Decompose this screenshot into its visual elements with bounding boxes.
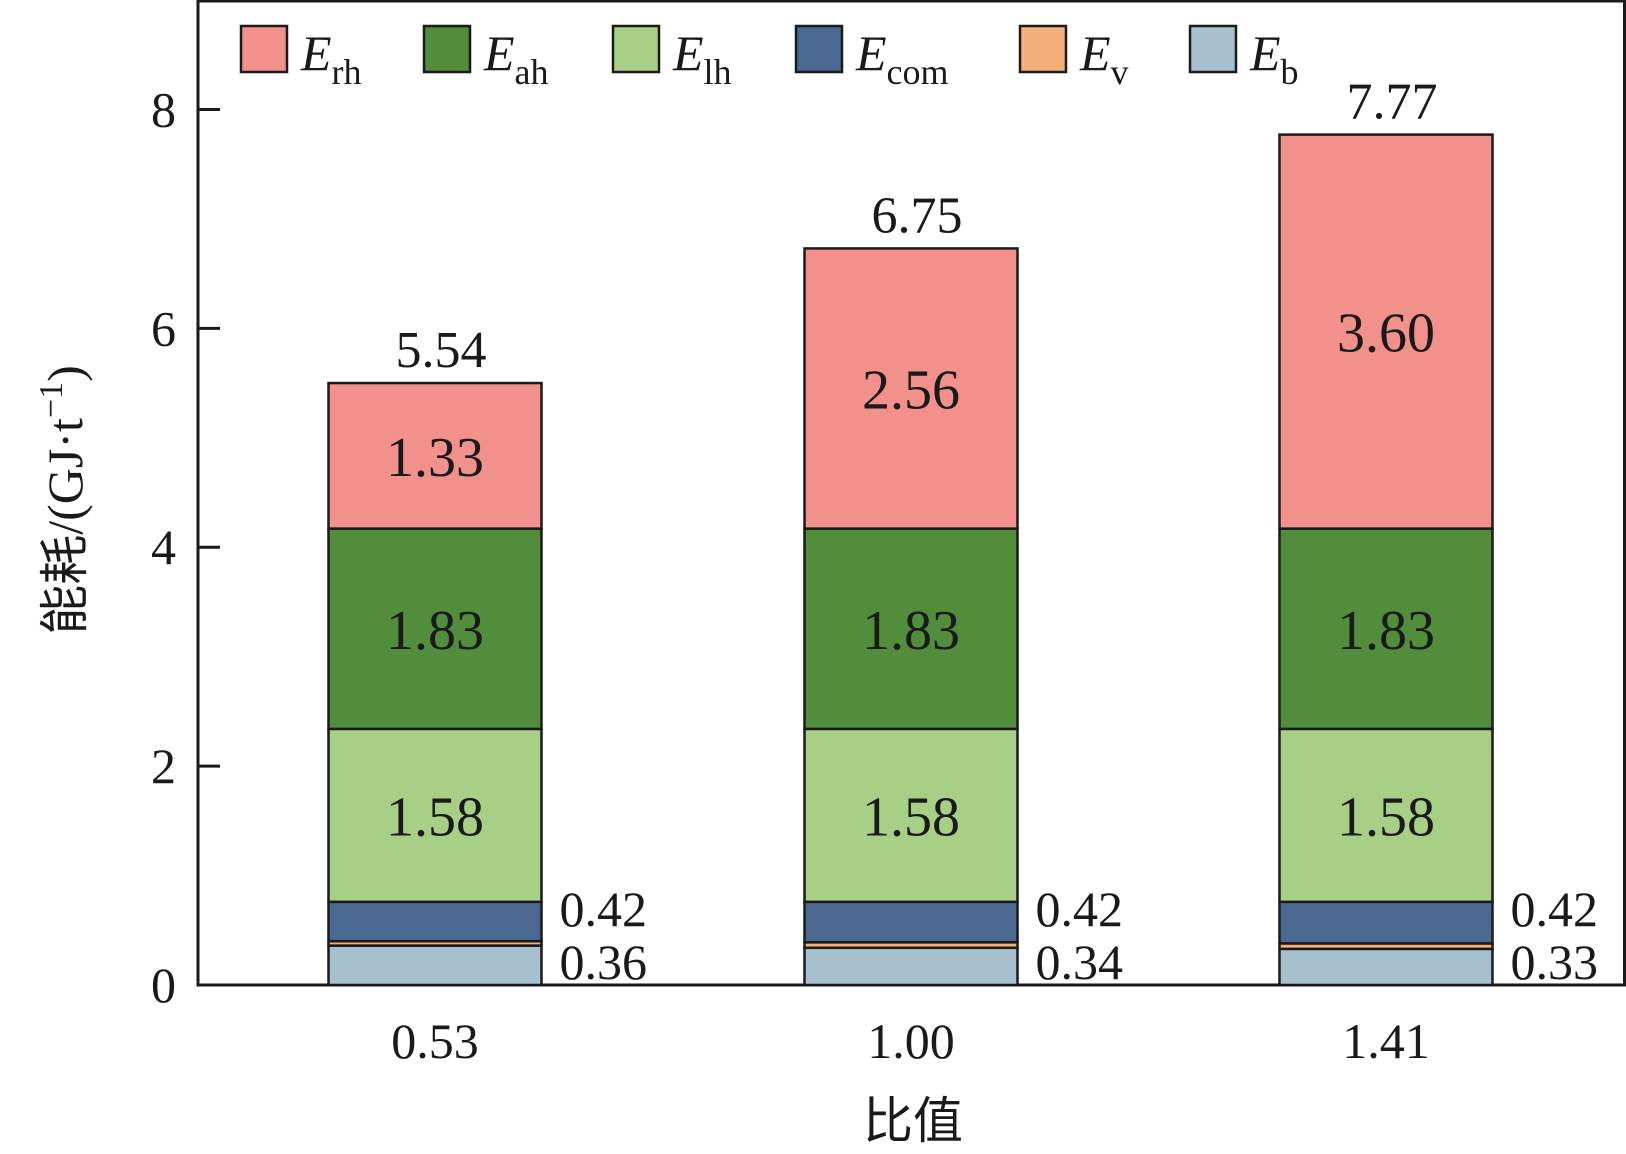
legend-label-e-ah: Eah — [483, 25, 549, 92]
bar-segment-e-rh — [803, 247, 1019, 530]
bar-total-label: 7.77 — [1347, 74, 1438, 131]
bar-segment-e-ah — [1278, 527, 1494, 731]
legend-label-e-lh: Elh — [672, 25, 732, 92]
legend-swatch-e-b — [1188, 24, 1238, 74]
segment-value-label: 2.56 — [862, 360, 960, 422]
bar-segment-e-ah — [327, 527, 543, 731]
segment-value-label: 1.58 — [1337, 786, 1435, 848]
side-value-label-upper: 0.42 — [1036, 881, 1124, 937]
legend-swatch-e-rh — [239, 24, 289, 74]
segment-value-label: 1.83 — [862, 600, 960, 662]
y-tick-label: 8 — [151, 81, 176, 137]
bar-total-label: 5.54 — [396, 322, 487, 379]
x-tick-label: 0.53 — [391, 1013, 479, 1069]
legend-swatch-e-ah — [422, 24, 472, 74]
y-axis-title: 能耗/(GJ·t−1) — [33, 365, 93, 635]
bar-segment-e-com — [803, 900, 1019, 944]
bar-segment-e-ah — [803, 527, 1019, 731]
bar-total-label: 6.75 — [872, 187, 963, 244]
side-value-label-lower: 0.33 — [1511, 934, 1599, 990]
side-value-label-lower: 0.36 — [560, 934, 648, 990]
bar-segment-e-b — [803, 946, 1019, 987]
legend-label-e-com: Ecom — [855, 25, 949, 92]
x-tick-label: 1.00 — [867, 1013, 955, 1069]
bar-segment-e-b — [327, 944, 543, 987]
segment-value-label: 1.58 — [862, 786, 960, 848]
segment-value-label: 1.83 — [386, 600, 484, 662]
side-value-label-lower: 0.34 — [1036, 934, 1124, 990]
bar-segment-e-lh — [803, 727, 1019, 904]
legend-label-e-b: Eb — [1249, 25, 1299, 92]
segment-value-label: 3.60 — [1337, 303, 1435, 365]
bar-segment-e-lh — [327, 727, 543, 904]
legend-label-e-v: Ev — [1079, 25, 1129, 92]
bar-segment-e-rh — [1278, 133, 1494, 530]
bar-segment-e-com — [1278, 900, 1494, 945]
x-axis-title: 比值 — [863, 1093, 963, 1149]
plot-area: 024681.331.831.580.420.365.542.561.831.5… — [151, 0, 1626, 1013]
bar-segment-e-b — [1278, 947, 1494, 987]
segment-value-label: 1.58 — [386, 786, 484, 848]
legend-swatch-e-lh — [611, 24, 661, 74]
legend: Erh Eah Elh Ecom Ev Eb — [239, 24, 1299, 92]
y-tick-label: 0 — [151, 957, 176, 1013]
segment-value-label: 1.83 — [1337, 600, 1435, 662]
y-tick-label: 4 — [151, 519, 176, 575]
legend-swatch-e-v — [1018, 24, 1068, 74]
legend-label-e-rh: Erh — [300, 25, 362, 92]
bar-segment-e-rh — [327, 381, 543, 530]
side-value-label-upper: 0.42 — [1511, 881, 1599, 937]
x-tick-label: 1.41 — [1342, 1013, 1430, 1069]
side-value-label-upper: 0.42 — [560, 881, 648, 937]
y-tick-label: 6 — [151, 300, 176, 356]
bar-segment-e-lh — [1278, 727, 1494, 904]
segment-value-label: 1.33 — [386, 427, 484, 489]
bar-segment-e-com — [327, 900, 543, 943]
axis-labels: 0.53 1.00 1.41 比值 能耗/(GJ·t−1) — [33, 365, 1430, 1149]
legend-swatch-e-com — [794, 24, 844, 74]
y-tick-label: 2 — [151, 738, 176, 794]
